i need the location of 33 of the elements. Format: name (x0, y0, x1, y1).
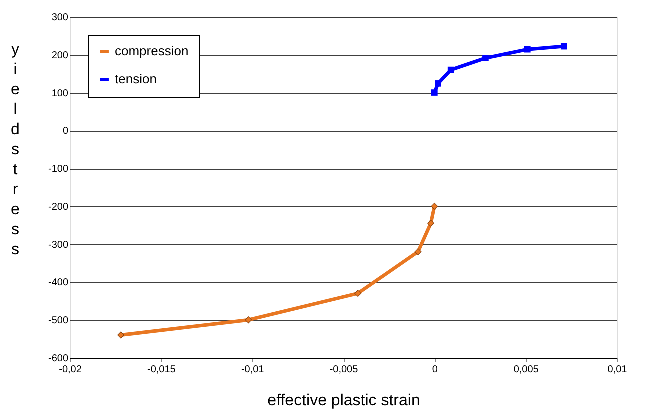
x-tick-label: -0,02 (59, 364, 82, 376)
point (524, 46, 531, 53)
x-tick-label: 0 (432, 364, 438, 376)
point (414, 248, 422, 256)
y-tick-label: -100 (48, 164, 69, 176)
point (118, 332, 125, 339)
y-tick-label: -500 (48, 316, 69, 327)
x-tick-label: 0,005 (514, 364, 540, 376)
point (560, 43, 568, 50)
x-tick-label: -0,01 (241, 364, 265, 376)
y-tick-label: -200 (48, 202, 69, 213)
y-tick-label: 200 (52, 50, 69, 62)
legend-label: compression (115, 44, 189, 58)
y-tick-label: 0 (62, 126, 69, 138)
point (428, 220, 434, 227)
x-tick-label: 0,01 (608, 364, 628, 376)
point (482, 55, 489, 62)
x-axis-title: effective plastic strain (268, 392, 420, 410)
x-tick-label: -0,005 (330, 364, 359, 376)
point (432, 90, 438, 96)
point (354, 290, 362, 298)
y-tick-label: -400 (48, 278, 69, 289)
legend-label: tension (115, 72, 157, 86)
point (245, 316, 252, 324)
y-tick-label: 300 (52, 12, 69, 24)
y-tick-label: 100 (52, 88, 69, 100)
text: yield stress (11, 42, 20, 258)
y-tick-label: -300 (48, 240, 69, 251)
point (431, 202, 438, 210)
y-tick-label: -600 (48, 354, 69, 364)
point (435, 80, 442, 87)
point (448, 66, 454, 74)
x-tick-label: -0,015 (147, 364, 176, 376)
